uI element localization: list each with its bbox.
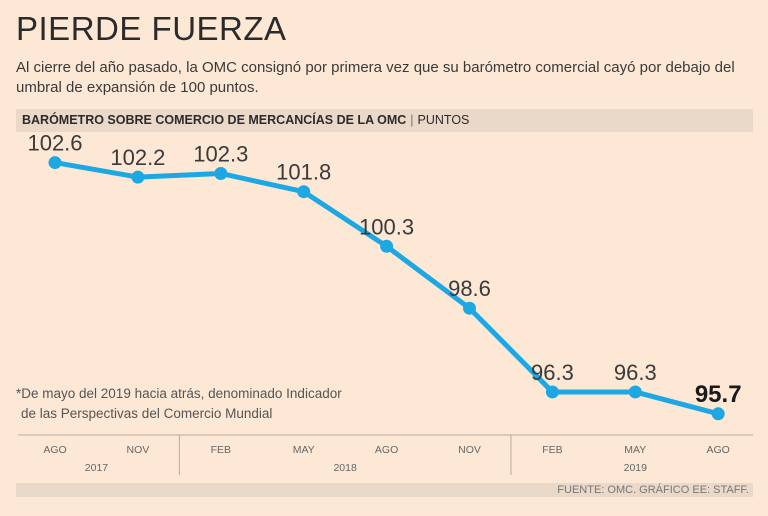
indicator-label: BARÓMETRO SOBRE COMERCIO DE MERCANCÍAS D… — [22, 113, 407, 127]
x-tick-label: MAY — [293, 444, 315, 456]
year-label: 2018 — [333, 462, 357, 474]
data-label: 95.7 — [695, 381, 742, 408]
x-tick-label: MAY — [624, 444, 646, 456]
data-label: 102.6 — [27, 131, 82, 156]
data-label: 96.3 — [614, 360, 657, 385]
year-label: 2019 — [624, 462, 648, 474]
chart-title: PIERDE FUERZA — [16, 10, 287, 47]
source-note: FUENTE: OMC. GRÁFICO EE: STAFF. — [557, 484, 749, 496]
data-point — [297, 185, 311, 199]
data-label: 102.3 — [193, 141, 248, 166]
data-point — [380, 239, 394, 253]
x-tick-label: NOV — [458, 444, 481, 456]
data-point — [711, 407, 725, 421]
x-tick-label: AGO — [375, 444, 398, 456]
year-label: 2017 — [85, 462, 109, 474]
indicator-band: BARÓMETRO SOBRE COMERCIO DE MERCANCÍAS D… — [16, 109, 753, 132]
data-point — [131, 170, 145, 184]
footer-band: FUENTE: OMC. GRÁFICO EE: STAFF. — [16, 483, 753, 497]
data-label: 98.6 — [448, 276, 491, 301]
x-tick-label: FEB — [542, 444, 562, 456]
footnote: *De mayo del 2019 hacia atrás, denominad… — [16, 384, 376, 424]
band-separator: | — [410, 113, 414, 127]
data-point — [628, 385, 642, 399]
x-tick-label: AGO — [43, 444, 66, 456]
indicator-unit: PUNTOS — [417, 113, 470, 127]
data-point — [545, 385, 559, 399]
data-label: 96.3 — [531, 360, 574, 385]
data-point — [463, 301, 476, 315]
data-point — [48, 156, 62, 170]
data-label: 101.8 — [276, 160, 331, 185]
footnote-line-2: de las Perspectivas del Comercio Mundial — [21, 406, 273, 421]
data-label: 100.3 — [359, 214, 414, 239]
footnote-line-1: *De mayo del 2019 hacia atrás, denominad… — [16, 386, 342, 401]
data-label: 102.2 — [110, 145, 165, 170]
chart-subtitle: Al cierre del año pasado, la OMC consign… — [16, 59, 735, 96]
data-point — [214, 166, 228, 180]
x-tick-label: AGO — [707, 444, 730, 456]
x-tick-label: FEB — [211, 444, 231, 456]
x-tick-label: NOV — [127, 444, 150, 456]
